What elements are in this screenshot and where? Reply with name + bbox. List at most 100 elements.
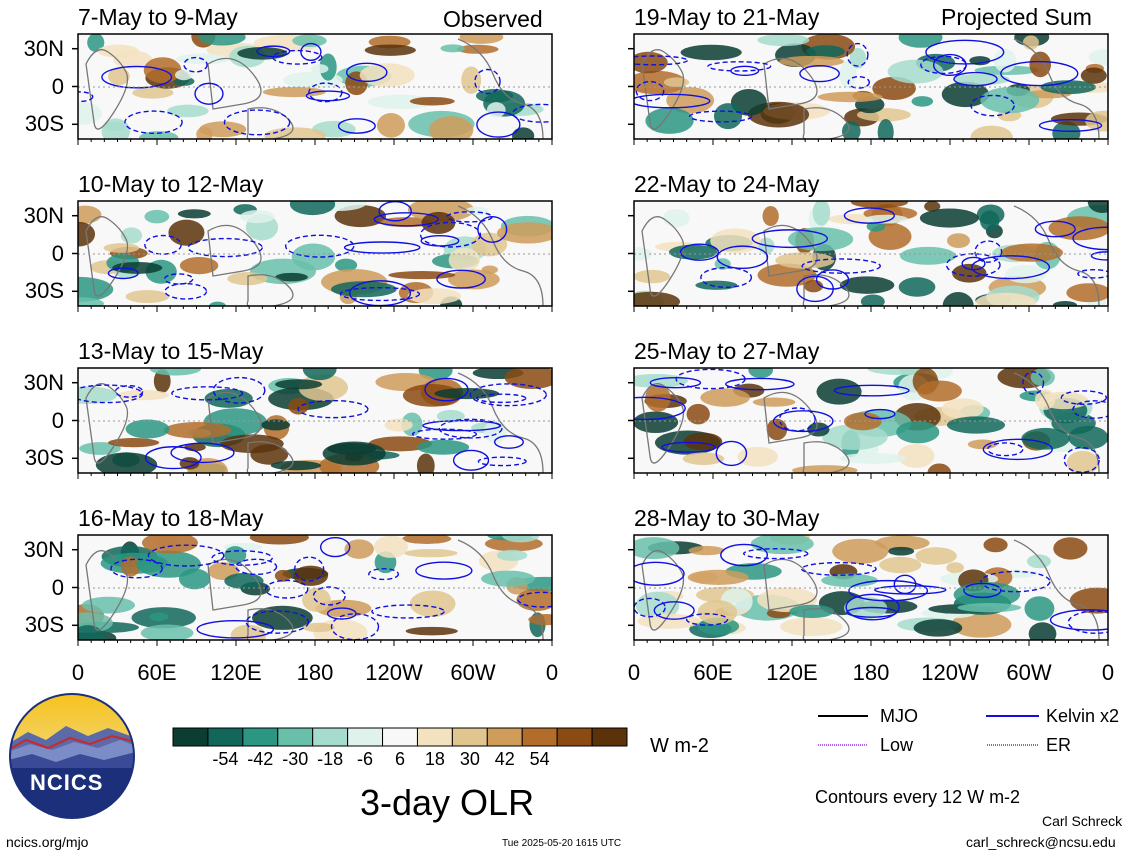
olr-anomaly-blob [198,34,246,46]
olr-anomaly-blob [896,420,940,444]
olr-anomaly-blob [275,272,308,282]
panel-title-4: 16-May to 18-May [78,505,264,531]
colorbar-tick-label: -30 [282,749,309,769]
kelvin-contour [653,601,695,620]
colorbar-tick-label: 6 [394,749,405,769]
olr-anomaly-blob [1030,368,1055,387]
olr-anomaly-blob [832,538,889,564]
olr-anomaly-blob [787,227,854,252]
kelvin-contour [163,273,194,285]
olr-anomaly-blob [237,46,288,60]
olr-panel-6 [628,200,1109,312]
olr-anomaly-blob [775,252,835,269]
kelvin-contour [1038,119,1103,132]
colorbar-tick-label: -18 [317,749,344,769]
coastline-americas [1013,38,1100,139]
coastline-americas [457,38,544,139]
olr-anomaly-blob [752,397,796,407]
y-tick-label: 30S [24,445,64,471]
colorbar-swatch [416,727,453,747]
y-tick-label: 0 [51,407,64,433]
olr-anomaly-blob [737,446,779,467]
olr-panel-1 [72,33,553,145]
kelvin-contour [874,585,947,595]
olr-anomaly-blob [409,590,456,617]
olr-anomaly-blob [686,403,710,425]
kelvin-contour [688,110,753,123]
kelvin-contour [171,386,244,401]
kelvin-contour [424,377,469,402]
kelvin-contour [411,428,478,440]
kelvin-contour [634,93,711,109]
kelvin-contour [339,286,421,302]
olr-anomaly-blob [359,63,415,87]
olr-anomaly-blob [917,380,962,402]
olr-anomaly-blob [1029,51,1052,78]
kelvin-contour [345,62,388,83]
olr-anomaly-blob [334,258,358,272]
olr-anomaly-blob [941,398,984,420]
olr-anomaly-blob [946,233,970,249]
olr-anomaly-blob [1069,587,1108,614]
olr-anomaly-blob [911,96,934,107]
olr-anomaly-blob [695,280,738,290]
kelvin-contour [720,543,769,567]
kelvin-contour [1034,220,1076,238]
olr-anomaly-blob [496,549,528,561]
footer-timestamp: Tue 2025-05-20 1615 UTC [502,838,622,849]
footer-url[interactable]: ncics.org/mjo [6,834,89,850]
olr-anomaly-blob [1021,427,1070,450]
coastline-africa [85,383,129,464]
kelvin-contour [436,269,486,289]
olr-anomaly-blob [680,44,742,61]
kelvin-contour [438,418,503,439]
kelvin-contour [477,456,527,467]
kelvin-contour [716,245,769,270]
olr-anomaly-blob [957,603,1022,613]
logo-text: NCICS [30,770,104,795]
olr-anomaly-blob [946,562,964,574]
kelvin-contour [649,377,702,389]
olr-anomaly-blob [913,619,963,637]
olr-anomaly-blob [125,419,170,439]
olr-anomaly-blob [78,221,96,247]
x-tick-label: 0 [1101,660,1115,685]
kelvin-contour [297,399,369,419]
x-tick-label: 60E [137,660,177,685]
olr-anomaly-blob [264,127,327,139]
kelvin-contour [419,221,482,248]
olr-anomaly-blob [249,535,309,545]
coastline-australia [802,107,850,139]
kelvin-contour [476,393,527,404]
coastline-australia [246,441,294,473]
olr-anomaly-blob [700,388,750,407]
olr-anomaly-blob [331,281,397,298]
x-tick-label: 0 [627,660,641,685]
olr-anomaly-blob [887,59,944,84]
olr-anomaly-blob [117,389,170,401]
olr-anomaly-blob [970,125,1013,139]
olr-anomaly-blob [697,600,738,625]
kelvin-contour [78,91,94,103]
olr-anomaly-blob [1087,201,1108,214]
kelvin-contour [493,435,524,449]
panel-tag-projected: Projected Sum [941,4,1092,30]
kelvin-contour [476,111,521,138]
olr-anomaly-blob [1066,283,1108,303]
kelvin-contour [974,240,1003,263]
colorbar-tick-label: 30 [459,749,480,769]
olr-anomaly-blob [78,297,104,306]
colorbar-swatch [451,727,488,747]
kelvin-contour [78,384,144,404]
kelvin-contour [144,446,202,470]
coastline-americas [1013,539,1100,640]
footer-author: Carl Schreck [1042,813,1123,829]
kelvin-contour [1072,226,1108,251]
kelvin-contour [330,613,380,640]
y-tick-label: 30N [23,35,64,61]
olr-anomaly-blob [713,103,743,130]
olr-anomaly-blob [839,60,857,89]
kelvin-contour [893,574,917,595]
olr-anomaly-blob [140,624,194,640]
